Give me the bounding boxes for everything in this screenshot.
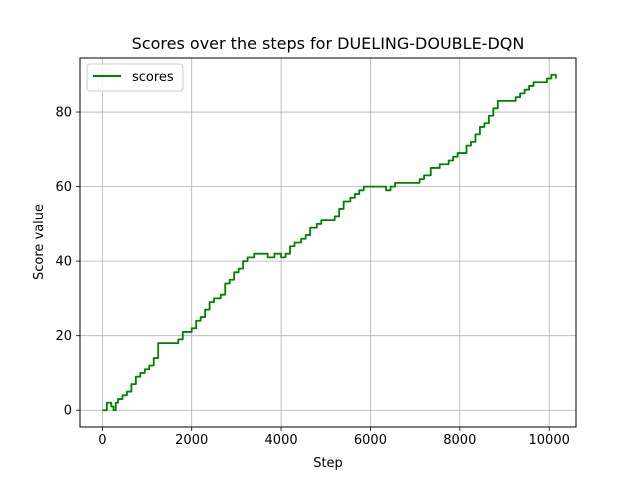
x-axis-label: Step: [313, 456, 343, 471]
y-axis-label: Score value: [32, 204, 47, 280]
y-tick-label: 20: [55, 329, 72, 344]
series-line-scores: [102, 73, 557, 412]
y-tick-label: 40: [55, 255, 72, 270]
x-tick-label: 0: [98, 433, 106, 448]
x-tick-label: 2000: [175, 433, 208, 448]
y-tick-label: 80: [55, 106, 72, 121]
x-tick-label: 8000: [443, 433, 476, 448]
x-tick-label: 6000: [354, 433, 387, 448]
y-axis-ticks: 0 20 40 60 80: [55, 106, 80, 419]
series-layer: [102, 73, 557, 412]
plot-area: [80, 58, 576, 427]
x-tick-label: 4000: [265, 433, 298, 448]
x-axis-ticks: 0 2000 4000 6000 8000 10000: [98, 427, 570, 448]
plot-frame: [79, 57, 577, 428]
legend-box: [86, 63, 184, 92]
y-tick-label: 0: [64, 404, 72, 419]
x-tick-label: 10000: [529, 433, 570, 448]
legend-label-scores: scores: [132, 70, 174, 85]
legend: scores: [86, 63, 184, 92]
y-tick-label: 60: [55, 180, 72, 195]
chart-title: Scores over the steps for DUELING-DOUBLE…: [132, 34, 525, 53]
